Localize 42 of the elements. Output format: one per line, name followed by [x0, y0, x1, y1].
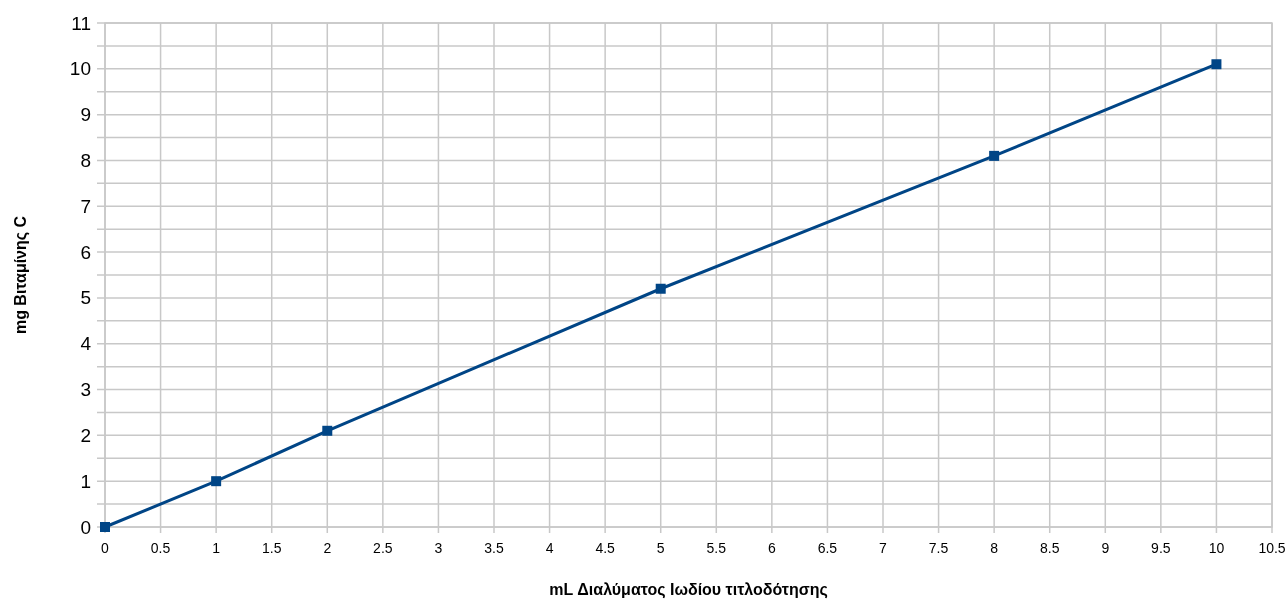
point [100, 522, 110, 532]
x-tick-label: 0 [101, 540, 110, 556]
y-tick-label: 8 [80, 149, 91, 171]
x-tick-label: 2.5 [373, 540, 393, 556]
x-tick-label: 3 [434, 540, 443, 556]
x-tick-label: 8.5 [1039, 540, 1060, 556]
y-tick-label: 7 [80, 195, 91, 217]
point [211, 476, 222, 487]
y-axis-title: mg Βιταμίνης C [12, 215, 30, 335]
point [1211, 59, 1222, 70]
point [322, 425, 333, 436]
x-tick-label: 5.5 [706, 540, 727, 556]
y-tick-label: 3 [80, 379, 91, 401]
x-tick-label: 1 [212, 540, 221, 556]
x-tick-label: 3.5 [484, 540, 504, 556]
y-tick-label: 6 [80, 241, 91, 263]
y-tick-label: 0 [80, 516, 91, 538]
x-tick-label: 2 [323, 540, 332, 556]
y-tick-label: 4 [80, 333, 92, 355]
y-tick-label: 2 [80, 424, 91, 446]
x-tick-label: 9 [1101, 540, 1110, 556]
y-tick-label: 10 [69, 58, 91, 80]
point [989, 150, 1000, 161]
y-tick-label: 11 [71, 12, 91, 34]
y-tick-label: 5 [80, 287, 91, 309]
point [655, 283, 666, 294]
x-tick-label: 6 [767, 540, 776, 556]
x-tick-label: 4 [545, 540, 554, 556]
x-tick-label: 7.5 [928, 540, 949, 556]
x-tick-label: 9.5 [1151, 540, 1171, 556]
y-tick-label: 1 [80, 470, 91, 492]
x-axis-title: mL Διαλύματος Ιωδίου τιτλοδότησης [549, 581, 828, 599]
x-tick-label: 10 [1208, 540, 1225, 556]
x-tick-label: 6.5 [817, 540, 838, 556]
x-tick-label: 8 [990, 540, 999, 556]
x-tick-label: 7 [879, 540, 888, 556]
x-tick-label: 0.5 [150, 540, 171, 556]
x-tick-label: 4.5 [595, 540, 616, 556]
x-tick-label: 5 [656, 540, 665, 556]
x-tick-label: 1.5 [261, 540, 282, 556]
y-tick-label: 9 [80, 104, 91, 126]
x-tick-label: 10.5 [1258, 540, 1286, 556]
